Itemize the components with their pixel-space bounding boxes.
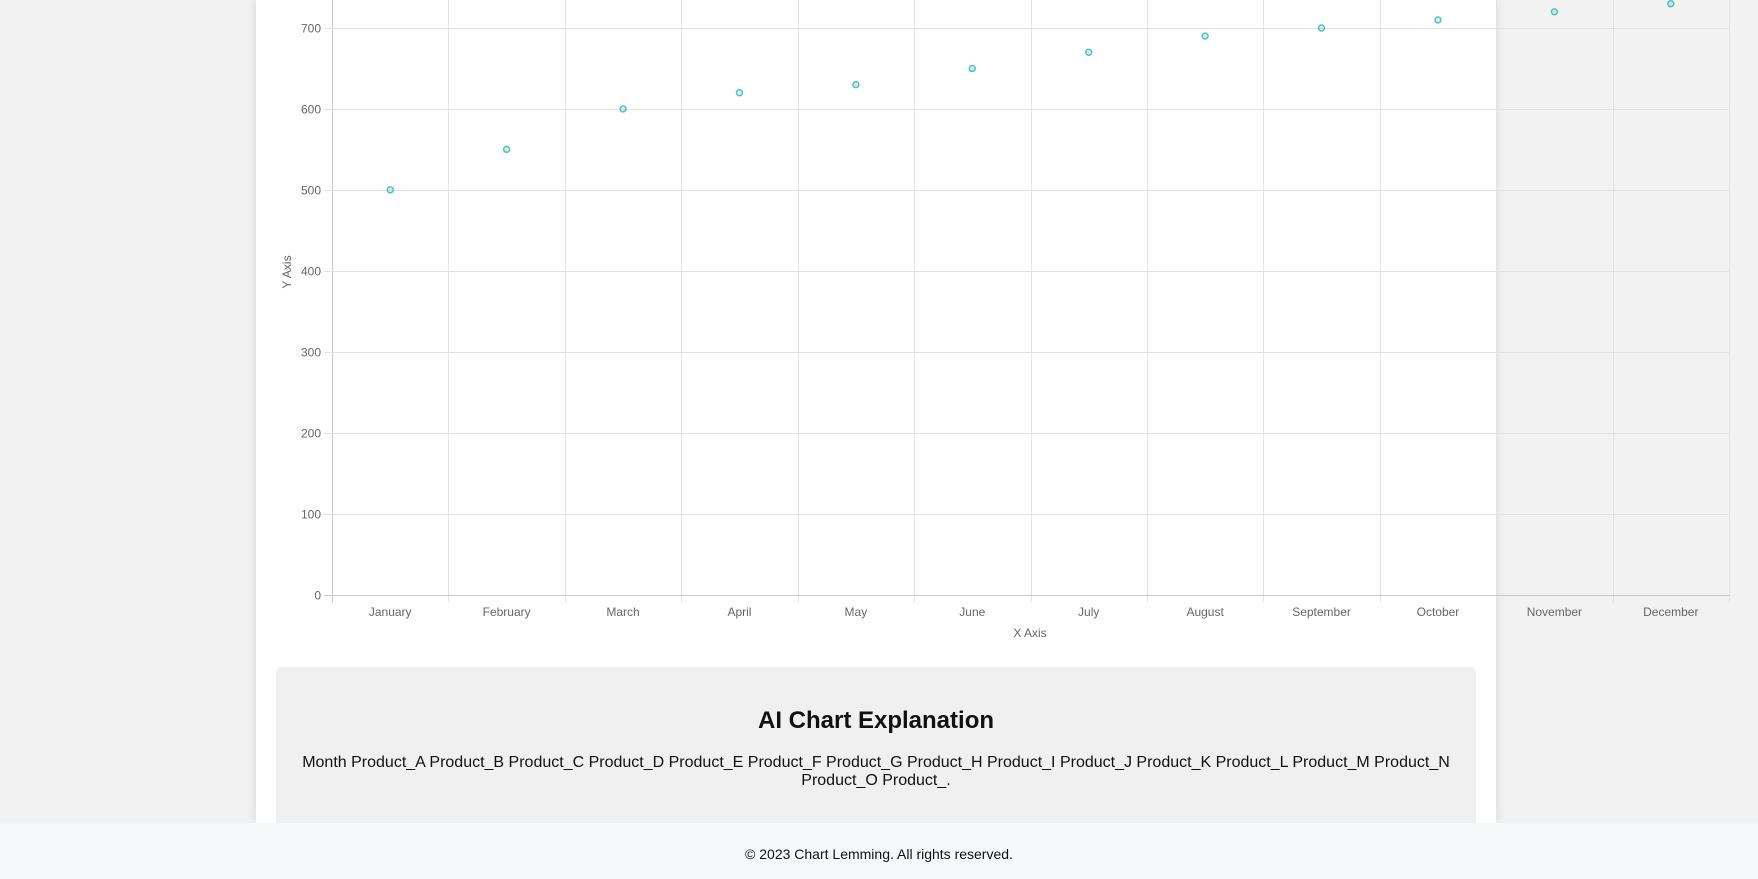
data-point[interactable] <box>1550 8 1559 16</box>
data-point[interactable] <box>1201 32 1209 40</box>
y-axis-title: Y Axis <box>280 255 294 288</box>
y-tick-label: 200 <box>301 427 321 441</box>
y-tick-label: 600 <box>301 103 321 117</box>
explanation-title: AI Chart Explanation <box>757 707 995 734</box>
data-point[interactable] <box>1434 16 1442 24</box>
data-point[interactable] <box>1085 48 1093 56</box>
y-tick-label: 400 <box>301 265 321 279</box>
x-tick-label: January <box>369 605 412 619</box>
x-tick-label: November <box>1527 605 1582 619</box>
footer: © 2023 Chart Lemming. All rights reserve… <box>0 823 1758 879</box>
x-tick-label: December <box>1643 605 1698 619</box>
x-tick-labels: January February March April May June July Augu… <box>369 605 1699 619</box>
x-tick-label: October <box>1417 605 1460 619</box>
data-point[interactable] <box>852 80 860 89</box>
y-tick-label: 500 <box>301 184 321 198</box>
data-point[interactable] <box>968 64 976 73</box>
x-tick-label: February <box>483 605 531 619</box>
y-tick-label: 0 <box>314 589 321 603</box>
grid <box>324 0 1730 603</box>
x-tick-label: July <box>1078 605 1099 619</box>
copyright-text: © 2023 Chart Lemming. All rights reserve… <box>745 846 1013 862</box>
x-tick-label: August <box>1186 605 1224 619</box>
data-point[interactable] <box>619 105 627 113</box>
y-tick-label: 100 <box>301 508 321 522</box>
x-tick-label: April <box>727 605 751 619</box>
x-tick-label: May <box>845 605 868 619</box>
data-point[interactable] <box>386 186 394 194</box>
data-points <box>386 0 1675 194</box>
data-point[interactable] <box>502 145 511 154</box>
scatter-chart: 0 100 200 300 400 500 600 700 January February Ma… <box>280 0 1730 640</box>
x-tick-label: June <box>959 605 985 619</box>
data-point[interactable] <box>1667 0 1675 8</box>
y-tick-label: 700 <box>301 22 321 36</box>
explanation-text: Month Product_A Product_B Product_C Prod… <box>302 754 1450 789</box>
ai-explanation-panel: AI Chart Explanation Month Product_A Pro… <box>276 667 1476 837</box>
y-tick-labels: 0 100 200 300 400 500 600 700 <box>301 22 321 603</box>
x-tick-label: September <box>1292 605 1351 619</box>
x-tick-label: March <box>606 605 639 619</box>
x-axis-title: X Axis <box>1013 626 1046 640</box>
data-point[interactable] <box>735 89 744 97</box>
data-point[interactable] <box>1317 24 1326 32</box>
y-tick-label: 300 <box>301 346 321 360</box>
